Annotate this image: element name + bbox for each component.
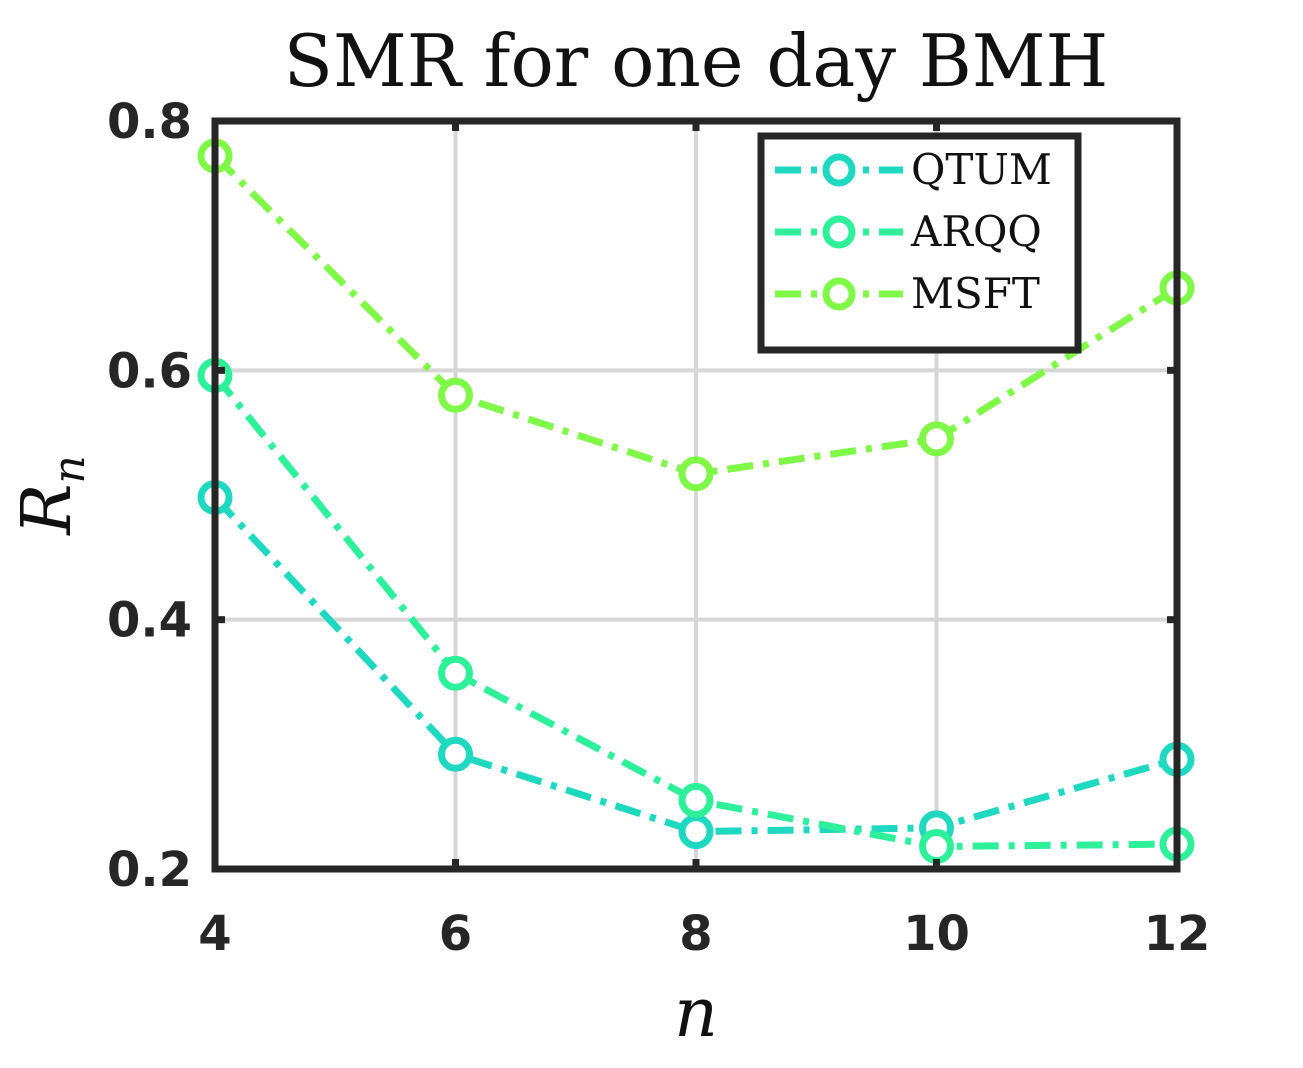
y-axis-label-main: R	[8, 484, 87, 537]
svg-text:Rn: Rn	[8, 455, 95, 537]
y-tick-label-0.8: 0.8	[107, 94, 192, 150]
y-axis-label: Rn	[8, 455, 95, 537]
tick-labels: 4 6 8 10 12 0.2 0.4 0.6 0.8	[107, 94, 1210, 962]
data-point-msft-6	[438, 377, 473, 413]
data-point-arqq-8	[678, 782, 714, 818]
data-point-arqq-6	[438, 655, 473, 691]
legend-marker-msft	[822, 277, 856, 311]
x-tick-label-10: 10	[903, 906, 970, 962]
data-point-arqq-10	[919, 829, 954, 865]
chart-title: SMR for one day BMH	[284, 19, 1109, 103]
data-point-msft-10	[919, 421, 954, 457]
legend: QTUM ARQQ MSFT	[757, 132, 1082, 354]
x-tick-label-6: 6	[439, 906, 472, 962]
data-point-msft-8	[678, 456, 714, 492]
x-tick-label-12: 12	[1144, 906, 1211, 962]
x-axis-label: n	[674, 974, 718, 1053]
y-tick-label-0.6: 0.6	[107, 343, 192, 399]
y-axis-label-subscript: n	[44, 455, 95, 483]
x-tick-label-8: 8	[679, 906, 712, 962]
axes-frame	[211, 117, 1181, 873]
y-tick-label-0.2: 0.2	[107, 842, 192, 898]
legend-label-qtum: QTUM	[911, 145, 1052, 194]
x-tick-label-4: 4	[198, 906, 231, 962]
legend-marker-arqq	[822, 215, 856, 249]
legend-label-msft: MSFT	[911, 269, 1040, 318]
legend-marker-qtum	[822, 153, 856, 187]
y-tick-label-0.4: 0.4	[107, 593, 192, 649]
data-point-qtum-6	[438, 736, 473, 772]
data-point-qtum-8	[678, 814, 714, 850]
legend-label-arqq: ARQQ	[910, 207, 1042, 256]
